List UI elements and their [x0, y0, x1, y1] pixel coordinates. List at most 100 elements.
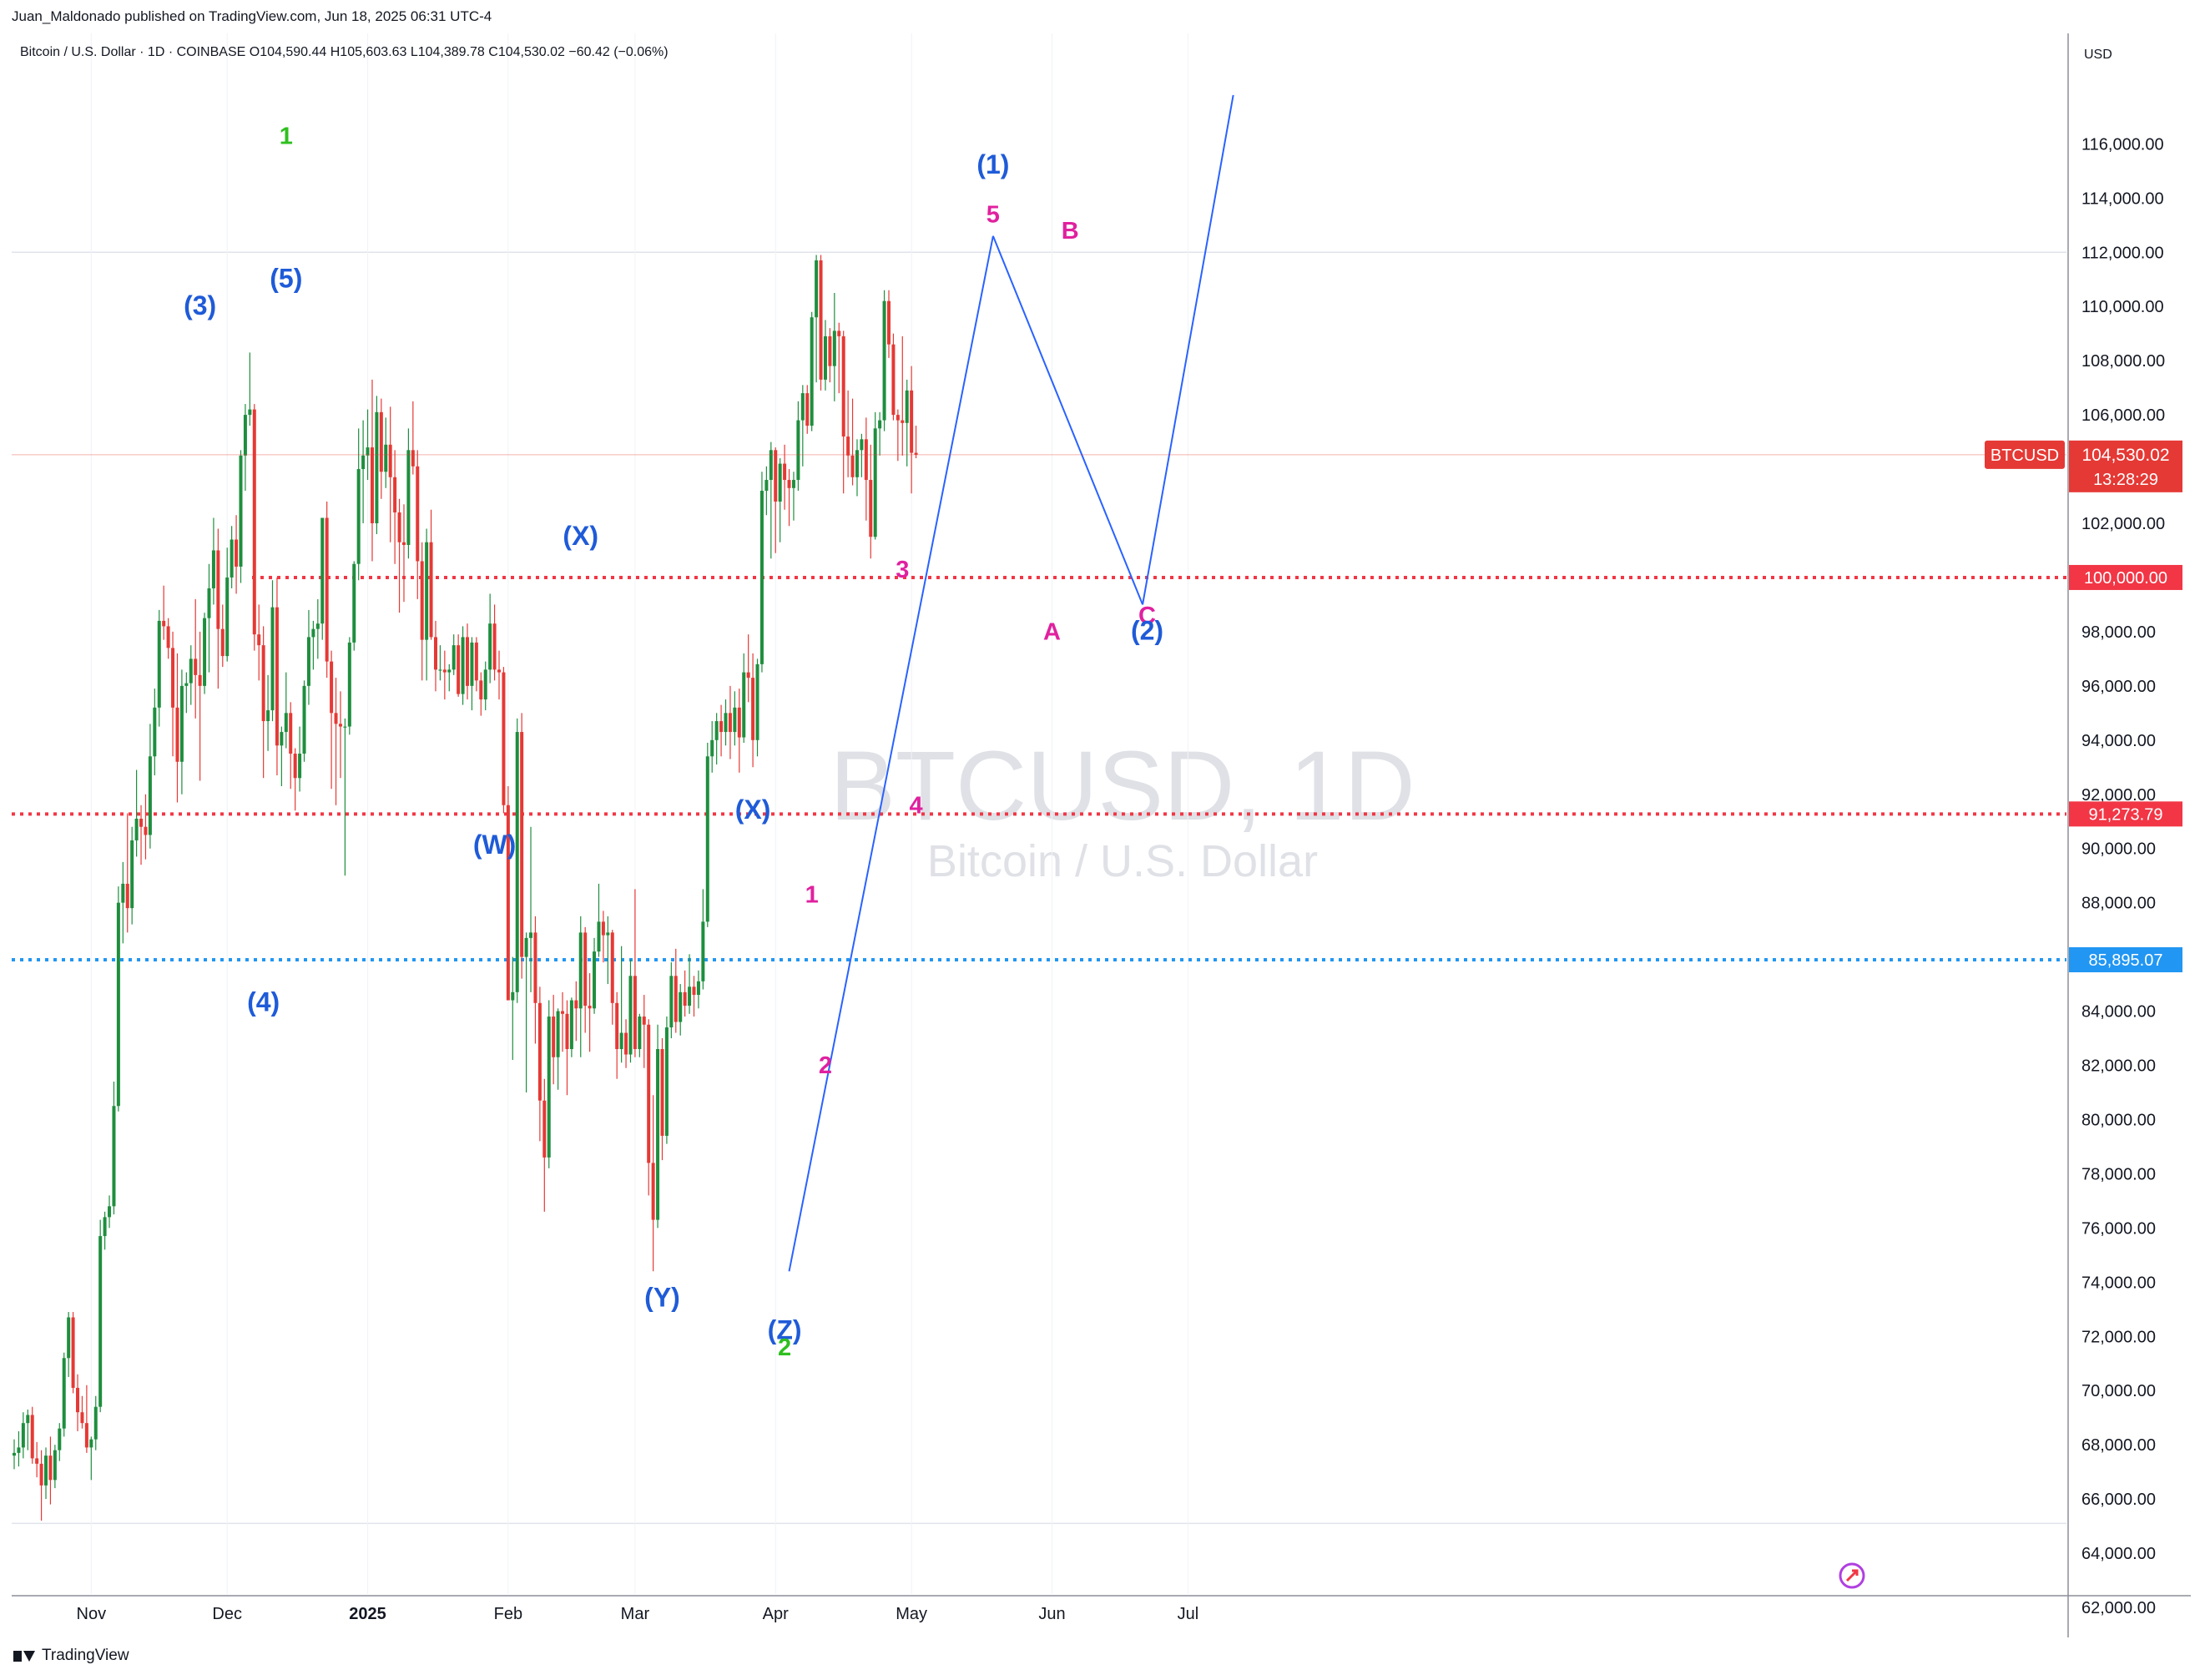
grid — [12, 33, 2066, 1594]
candle — [882, 290, 886, 431]
candle-body — [108, 1206, 112, 1218]
candle — [515, 718, 519, 1003]
candle — [588, 973, 592, 1052]
candle-body — [112, 1106, 116, 1207]
candle-body — [144, 826, 148, 835]
candle-body — [520, 732, 524, 957]
candle — [574, 981, 578, 1042]
candle-body — [89, 1439, 93, 1448]
candle-body — [198, 674, 202, 686]
candle-body — [470, 642, 474, 686]
candle-body — [429, 542, 433, 638]
candle — [48, 1436, 53, 1505]
candle — [230, 526, 234, 588]
candle — [520, 713, 524, 979]
candle — [425, 528, 429, 681]
candle — [388, 406, 392, 542]
candle — [352, 561, 356, 651]
time-tick-label: Feb — [494, 1605, 522, 1623]
candle-body — [864, 439, 868, 481]
candle — [556, 1008, 560, 1090]
price-tags: 100,000.00 91,273.79 85,895.07 BTCUSD 104,53… — [12, 440, 2182, 973]
candle-body — [787, 480, 791, 488]
candle-body — [243, 415, 247, 456]
candle-body — [416, 466, 420, 562]
time-tick-label: Mar — [621, 1605, 650, 1623]
candle-body — [93, 1406, 98, 1440]
replay-icon[interactable] — [1839, 1562, 1865, 1589]
candle — [552, 995, 556, 1085]
candle — [583, 926, 588, 1033]
price-tick-label: 110,000.00 — [2081, 298, 2164, 316]
candle-body — [633, 976, 637, 1050]
candle-body — [284, 713, 288, 733]
candle — [610, 930, 614, 1025]
price-tick-label: 64,000.00 — [2081, 1545, 2156, 1563]
candle-body — [289, 713, 293, 754]
wave-trend-line[interactable] — [991, 235, 1143, 605]
candle-body — [701, 921, 705, 981]
candle — [901, 335, 905, 456]
candle — [35, 1441, 39, 1478]
wave-trend-line[interactable] — [1142, 94, 1234, 605]
candle — [692, 976, 696, 1017]
candle-body — [606, 932, 610, 936]
trend-lines[interactable] — [788, 94, 1234, 1272]
candle-body — [910, 390, 914, 453]
candle — [148, 724, 152, 849]
wave-label: 2 — [819, 1052, 832, 1079]
candle — [442, 650, 447, 700]
candle-body — [692, 986, 696, 996]
candle-body — [116, 902, 120, 1107]
candle-body — [764, 480, 769, 492]
candle — [235, 515, 239, 594]
candle-body — [275, 607, 279, 746]
candle-body — [533, 932, 537, 1003]
candle-body — [601, 921, 605, 936]
time-tick-label: 2025 — [349, 1605, 386, 1623]
candle — [511, 956, 515, 1061]
candle-body — [506, 805, 510, 1001]
wave-trend-line[interactable] — [788, 235, 994, 1272]
candle-body — [58, 1428, 62, 1450]
candle-body — [325, 517, 329, 662]
candle-body — [39, 1463, 43, 1486]
candle — [578, 916, 583, 1057]
price-tick-label: 84,000.00 — [2081, 1003, 2156, 1022]
candle-body — [311, 628, 315, 638]
candle — [529, 826, 533, 992]
candle-body — [882, 300, 886, 421]
wave-label: (2) — [1131, 616, 1163, 646]
price-tick-label: 102,000.00 — [2081, 515, 2165, 533]
publisher-line: Juan_Maldonado published on TradingView.… — [12, 8, 492, 24]
candle — [17, 1430, 21, 1467]
candle-body — [778, 463, 782, 502]
candle-body — [189, 658, 193, 684]
price-tick-label: 88,000.00 — [2081, 895, 2156, 913]
candle — [257, 604, 261, 681]
axes: USD 62,000.00 64,000.00 66,000.00 68,000.00… — [12, 33, 2191, 1637]
candle — [76, 1374, 80, 1431]
ohlc-change: −60.42 (−0.06%) — [568, 45, 669, 59]
wave-label: (5) — [270, 263, 302, 293]
candle-body — [257, 634, 261, 646]
footer-brand[interactable]: TradingView — [13, 1647, 129, 1665]
candle-body — [53, 1450, 57, 1481]
candle-body — [438, 669, 442, 671]
candle — [860, 433, 864, 477]
price-tick-label: 78,000.00 — [2081, 1165, 2156, 1183]
candle-body — [148, 756, 152, 835]
candle-body — [98, 1236, 103, 1407]
candle — [569, 997, 573, 1057]
candle — [891, 333, 896, 421]
candle — [130, 826, 134, 925]
price-tick-label: 74,000.00 — [2081, 1274, 2156, 1292]
candle-body — [837, 330, 841, 336]
candle — [466, 623, 469, 700]
candle-body — [583, 932, 588, 1006]
candle-body — [593, 951, 597, 1009]
candle-body — [84, 1423, 88, 1448]
candle-body — [397, 512, 401, 542]
candle — [13, 1439, 16, 1470]
